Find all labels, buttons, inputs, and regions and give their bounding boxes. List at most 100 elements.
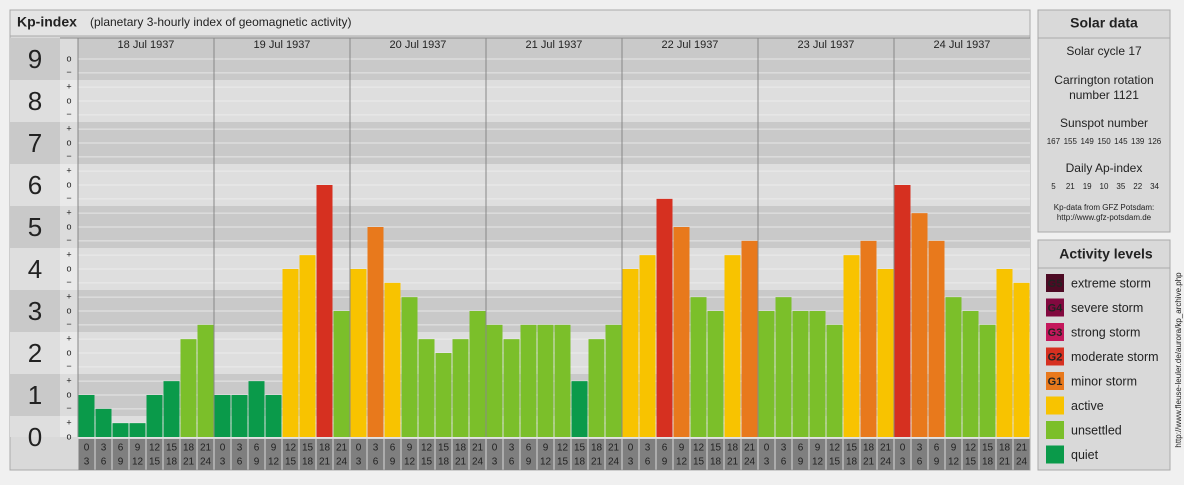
- level-badge: G5: [1048, 278, 1063, 290]
- hour-label: 15: [982, 443, 994, 454]
- hour-label: 18: [574, 457, 586, 468]
- hour-label: 24: [472, 457, 484, 468]
- hour-label: 3: [356, 457, 362, 468]
- hour-label: 21: [608, 443, 620, 454]
- level-name: moderate storm: [1071, 350, 1159, 364]
- credit: http://www.fleuse-leuler.de/aurora/kp_ar…: [1174, 272, 1183, 448]
- hour-label: 24: [336, 457, 348, 468]
- ap-value: 34: [1150, 182, 1159, 191]
- hour-label: 18: [455, 443, 467, 454]
- y-minor-tick-label: −: [66, 361, 71, 371]
- ap-title: Daily Ap-index: [1066, 161, 1143, 175]
- hour-box: [877, 439, 894, 470]
- hour-label: 24: [744, 457, 756, 468]
- y-minor-tick-label: −: [66, 277, 71, 287]
- bar: [231, 395, 248, 437]
- hour-box: [282, 439, 299, 470]
- hour-label: 12: [149, 443, 161, 454]
- hour-label: 9: [407, 443, 413, 454]
- hour-box: [265, 439, 282, 470]
- hour-label: 21: [472, 443, 484, 454]
- hour-label: 12: [404, 457, 416, 468]
- hour-label: 6: [934, 443, 940, 454]
- y-minor-tick-label: −: [66, 193, 71, 203]
- y-minor-tick-label: +: [66, 208, 71, 218]
- y-minor-tick-label: o: [66, 305, 71, 315]
- day-label: 24 Jul 1937: [934, 39, 991, 51]
- hour-box: [248, 439, 265, 470]
- hour-label: 18: [319, 443, 331, 454]
- bar: [163, 381, 180, 437]
- y-minor-tick-label: o: [66, 53, 71, 63]
- level-swatch: [1046, 396, 1064, 415]
- hour-box: [673, 439, 690, 470]
- carrington: number 1121: [1069, 88, 1139, 102]
- hour-box: [928, 439, 945, 470]
- hour-box: [384, 439, 401, 470]
- hour-label: 6: [101, 457, 107, 468]
- hour-label: 6: [917, 457, 923, 468]
- chart-subtitle: (planetary 3-hourly index of geomagnetic…: [90, 15, 351, 29]
- sunspot-value: 155: [1064, 137, 1078, 146]
- solar-cycle: Solar cycle 17: [1066, 44, 1142, 58]
- hour-label: 15: [710, 443, 722, 454]
- level-name: unsettled: [1071, 423, 1122, 437]
- y-tick-label: 2: [28, 338, 42, 368]
- hour-box: [469, 439, 486, 470]
- chart-title: Kp-index: [17, 14, 77, 30]
- hour-label: 3: [628, 457, 634, 468]
- hour-label: 6: [373, 457, 379, 468]
- hour-label: 21: [880, 443, 892, 454]
- source: http://www.gfz-potsdam.de: [1057, 213, 1152, 222]
- hour-label: 18: [863, 443, 875, 454]
- hour-label: 3: [781, 443, 787, 454]
- hour-label: 15: [438, 443, 450, 454]
- hour-label: 9: [254, 457, 260, 468]
- hour-label: 15: [149, 457, 161, 468]
- bar: [248, 381, 265, 437]
- hour-box: [622, 439, 639, 470]
- hour-box: [180, 439, 197, 470]
- bar: [316, 185, 333, 437]
- bar: [843, 255, 860, 437]
- level-name: active: [1071, 399, 1104, 413]
- sunspot-value: 150: [1097, 137, 1111, 146]
- hour-label: 6: [645, 457, 651, 468]
- level-badge: G3: [1048, 327, 1063, 339]
- title-bar: [9, 9, 1031, 37]
- y-minor-tick-label: o: [66, 179, 71, 189]
- day-label: 21 Jul 1937: [526, 39, 583, 51]
- bar: [1013, 282, 1030, 437]
- hour-label: 21: [863, 457, 875, 468]
- sunspot-value: 139: [1131, 137, 1145, 146]
- solar-title: Solar data: [1070, 15, 1138, 31]
- hour-label: 6: [526, 443, 532, 454]
- hour-label: 21: [200, 443, 212, 454]
- bar: [265, 395, 282, 437]
- hour-label: 3: [373, 443, 379, 454]
- hour-label: 9: [135, 443, 141, 454]
- level-swatch: [1046, 274, 1064, 292]
- sunspot-value: 126: [1148, 137, 1162, 146]
- bar: [690, 297, 707, 437]
- hour-label: 3: [237, 443, 243, 454]
- hour-box: [231, 439, 248, 470]
- hour-box: [656, 439, 673, 470]
- hour-label: 18: [999, 443, 1011, 454]
- hour-box: [503, 439, 520, 470]
- y-minor-tick-label: +: [66, 292, 71, 302]
- bar: [401, 297, 418, 437]
- hour-label: 12: [268, 457, 280, 468]
- y-minor-tick-label: +: [66, 418, 71, 428]
- bar: [520, 324, 537, 437]
- ap-value: 22: [1133, 182, 1142, 191]
- hour-label: 18: [166, 457, 178, 468]
- hour-box: [401, 439, 418, 470]
- hour-box: [843, 439, 860, 470]
- hour-box: [350, 439, 367, 470]
- level-swatch: [1046, 298, 1064, 317]
- hour-box: [979, 439, 996, 470]
- hour-label: 9: [118, 457, 124, 468]
- hour-box: [945, 439, 962, 470]
- level-swatch: [1046, 421, 1064, 439]
